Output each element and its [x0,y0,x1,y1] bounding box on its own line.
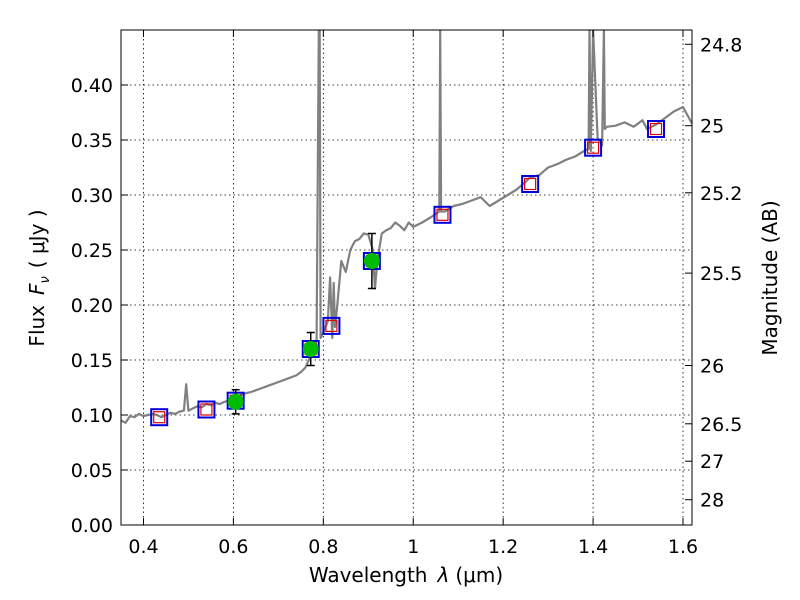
plot-frame [120,29,693,526]
y-tick-label: 0.20 [71,295,113,317]
model-square-inner [649,122,663,136]
y-tick-label: 0.15 [71,350,113,372]
x-tick-label: 0.4 [128,536,158,558]
model-square-inner [325,319,338,332]
model-square-outer [433,205,452,224]
model-square-outer [647,120,666,138]
model-square-inner [153,411,166,424]
x-tick-label: 1.4 [578,536,608,558]
observed-point [363,253,380,269]
mag-tick-label: 24.8 [700,34,742,56]
model-square-outer [197,400,216,419]
model-square-outer [322,316,341,335]
x-tick-label: 1.6 [668,536,698,558]
y2-axis-title: Magnitude (AB) [758,200,782,355]
x-tick-label: 1.2 [488,536,518,558]
x-tick-label: 1 [407,536,419,558]
mag-tick-label: 26.5 [700,414,742,436]
mag-tick-label: 25.2 [700,183,742,205]
mag-tick-label: 26 [700,356,724,378]
model-square-inner [200,403,213,416]
x-axis-title: Wavelength λ (μm) [309,563,503,587]
photometry-points [150,120,666,427]
model-square-outer [521,175,540,193]
model-square-outer [150,408,169,427]
observed-point [227,393,244,410]
mag-tick-label: 25.5 [700,263,742,285]
axes: 0.4 0.6 0.8 1 1.2 1.4 1.6 0.00 0.05 0.10 0.15 0.20 0… [71,30,742,558]
y-tick-label: 0.05 [71,460,113,482]
y-tick-label: 0.00 [71,515,113,537]
spectrum-line [121,30,692,424]
y-tick-label: 0.25 [71,240,113,262]
grid [121,30,692,526]
x-tick-label: 0.6 [218,536,248,558]
mag-tick-label: 27 [700,451,724,473]
spectrum [121,30,692,424]
y-tick-label: 0.10 [71,405,113,427]
model-square-outer [584,138,603,157]
mag-tick-label: 25 [700,116,724,138]
y-tick-label: 0.35 [71,130,113,152]
model-square-inner [586,141,600,154]
y-tick-label: 0.30 [71,185,113,207]
y-axis-title: FluxFν( μJy ) [25,209,53,346]
observed-point [302,341,319,357]
mag-tick-label: 28 [700,490,724,512]
model-square-inner [524,177,537,191]
x-tick-label: 0.8 [308,536,338,558]
y-tick-label: 0.40 [71,75,113,97]
model-square-inner [436,208,449,221]
